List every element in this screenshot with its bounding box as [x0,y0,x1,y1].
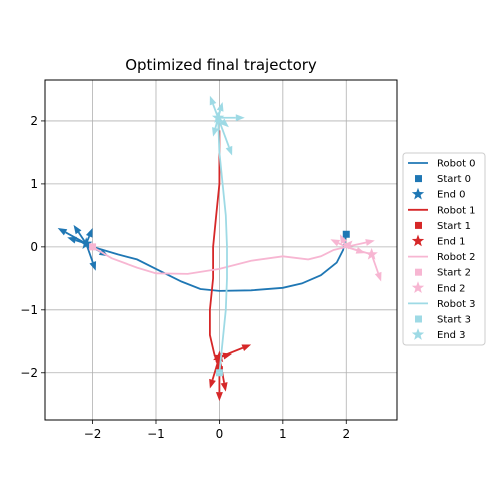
arrow-head [241,344,252,352]
arrow-head [343,240,353,250]
arrow-shaft [217,117,230,148]
arrow-head [374,271,382,282]
robot-3-trajectory [217,117,228,373]
arrow-head [365,239,375,246]
arrow-head [209,95,217,106]
arrow-head [73,224,82,235]
legend-label: End 3 [437,330,466,341]
robot-0-end-marker [80,237,93,249]
arrow-head [215,392,223,402]
plot-area [57,95,382,402]
arrow-head [330,239,341,247]
arrow-head [85,227,93,238]
x-tick-label: 0 [216,427,224,441]
chart-title: Optimized final trajectory [125,56,317,74]
robot-1-trajectory [208,130,221,370]
arrow-head [212,127,219,137]
arrow-head [235,114,245,122]
x-tick-label: 2 [342,427,350,441]
robot-0-trajectory [85,234,348,292]
legend-entry: Start 2 [415,268,471,279]
x-tick-label: −1 [147,427,165,441]
robot-2-start-marker [89,243,97,251]
robot-3-end-marker [211,111,225,124]
y-tick-label: −2 [20,366,38,380]
legend-entry: Start 1 [415,221,471,232]
y-tick-label: 0 [30,240,38,254]
legend-label: Robot 2 [437,252,476,263]
arrow-head [355,246,366,254]
legend-label: End 0 [437,190,466,201]
legend-square-swatch [415,175,422,183]
arrow-head [67,236,77,244]
x-tick-label: 1 [279,427,287,441]
legend-entry: End 3 [411,328,466,341]
legend-entry: Robot 0 [408,159,476,170]
legend-entry: Robot 3 [408,299,476,310]
legend-entry: Robot 2 [408,252,476,263]
arrow-head [209,378,216,389]
legend-label: End 2 [437,283,466,294]
legend: Robot 0 Start 0 End 0 Robot 1 Start 1 End 1 Ro… [402,152,486,346]
arrow-head [219,118,229,128]
arrow-head [225,145,233,156]
legend-star-swatch [411,281,425,294]
axes-frame [44,79,398,421]
legend-square-swatch [415,221,422,229]
legend-label: End 1 [437,237,466,248]
legend-entry: End 1 [411,234,466,248]
robot-1-end-marker [213,350,226,363]
legend-label: Start 2 [437,268,471,279]
legend-entry: End 0 [411,187,466,201]
legend-label: Robot 0 [437,159,476,170]
legend-entry: Start 0 [415,174,471,185]
arrow-head [57,227,68,236]
legend-frame [402,152,486,346]
legend-label: Start 1 [437,221,471,232]
legend-star-swatch [411,234,425,247]
robot-0-start-marker [342,230,350,238]
y-tick-label: −1 [20,303,38,317]
robot-2-heading-arrow [343,240,353,250]
y-tick-label: 1 [30,177,38,191]
axis-ticks: −2 −1 0 1 2 −2 −1 0 1 2 [20,114,350,441]
legend-entry: Robot 1 [408,205,476,216]
robot-2-trajectory [92,245,372,275]
legend-label: Start 3 [437,315,471,326]
legend-entry: End 2 [411,281,466,294]
robot-2-end-marker [365,247,378,260]
y-tick-label: 2 [30,114,38,128]
legend-label: Robot 3 [437,299,476,310]
robot-3-start-marker [215,369,223,377]
legend-square-swatch [415,315,422,323]
x-tick-label: −2 [84,427,102,441]
legend-label: Robot 1 [437,205,476,216]
arrow-head [89,261,97,271]
legend-square-swatch [415,268,422,276]
arrow-head [222,352,233,360]
legend-star-swatch [411,328,425,340]
arrow-head [216,102,224,112]
legend-star-swatch [411,187,425,200]
legend-label: Start 0 [437,174,471,185]
legend-entry: Start 3 [415,315,471,326]
robot-3-heading-arrow [217,117,233,156]
arrow-head [220,382,228,392]
arrow-head [339,234,348,244]
